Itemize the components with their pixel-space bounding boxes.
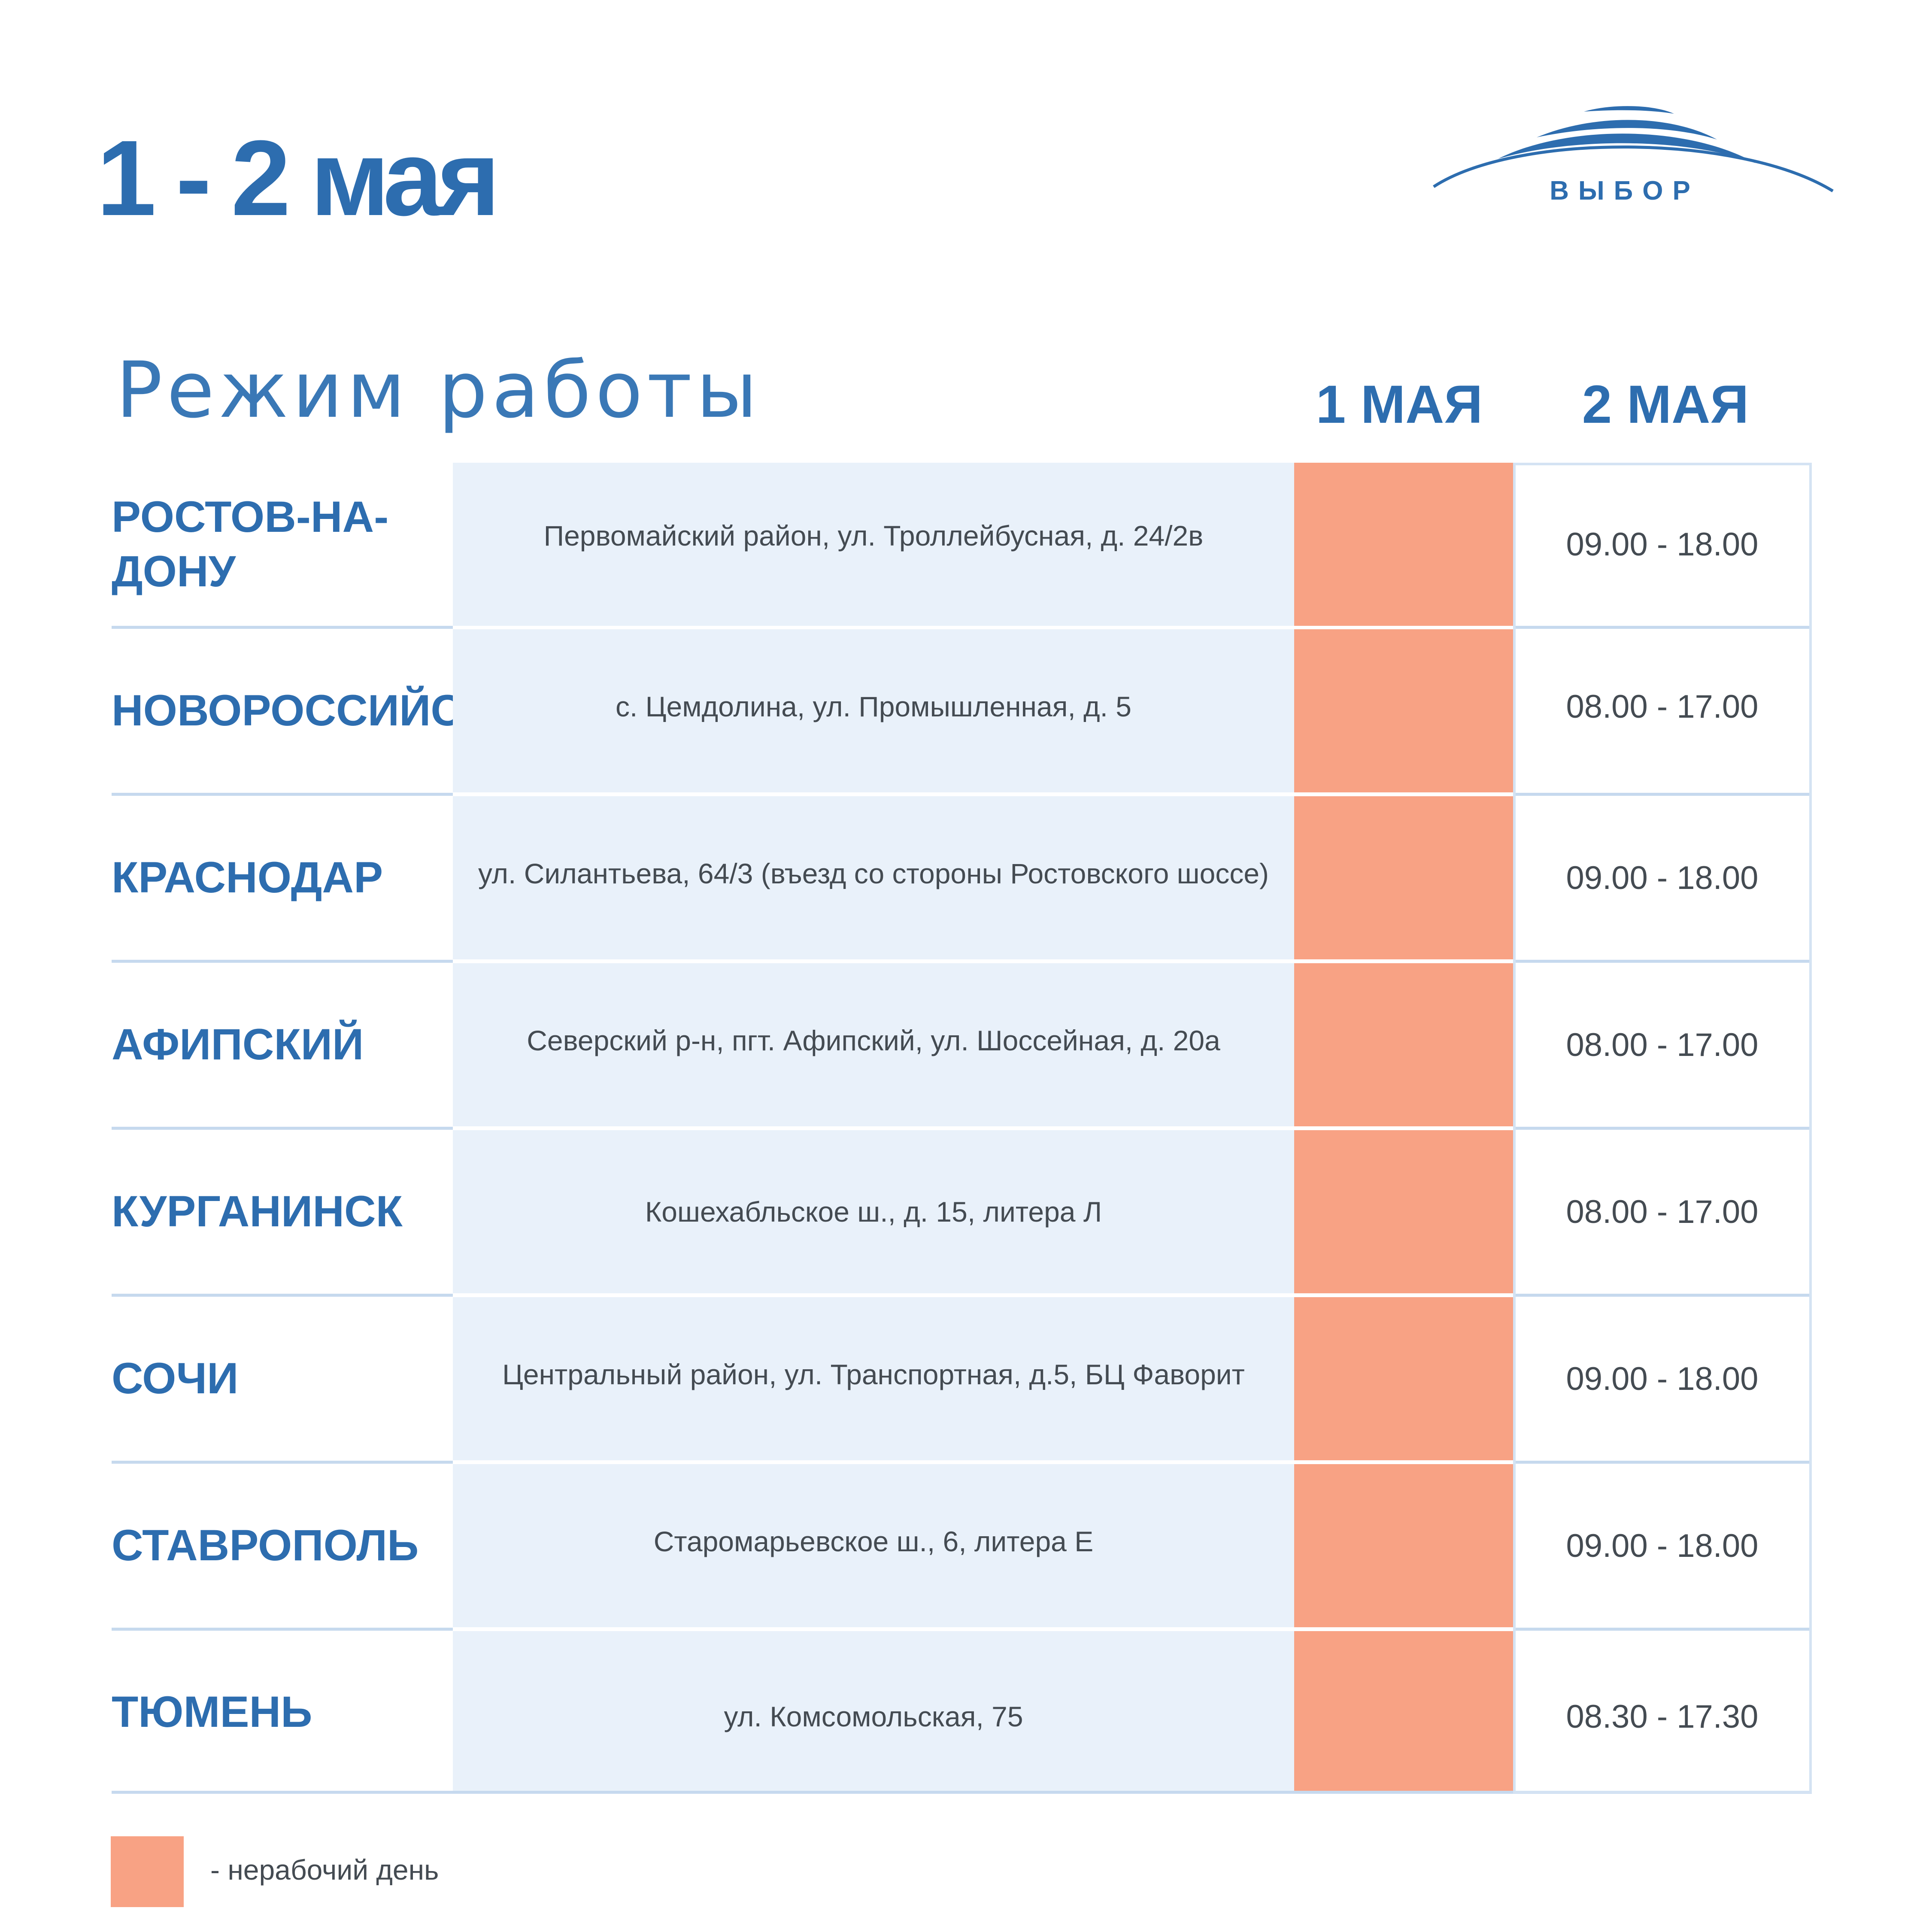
address-text: ул. Комсомольская, 75 [724, 1701, 1023, 1732]
row-divider [1513, 1294, 1812, 1297]
row-divider [1513, 626, 1812, 629]
row-divider [453, 626, 1513, 629]
hours-text: 08.00 - 17.00 [1566, 1026, 1759, 1063]
address-text: Первомайский район, ул. Троллейбусная, д… [543, 520, 1204, 552]
hours-text: 08.00 - 17.00 [1566, 1193, 1759, 1230]
row-divider [1513, 960, 1812, 963]
non-working-day-cell [1294, 1631, 1513, 1793]
column-header-day2: 2 МАЯ [1582, 375, 1749, 434]
non-working-day-cell [1294, 463, 1513, 626]
address-text: Кошехабльское ш., д. 15, литера Л [645, 1196, 1102, 1228]
row-divider [112, 626, 453, 629]
hours-text: 09.00 - 18.00 [1566, 1360, 1759, 1397]
non-working-day-cell [1294, 963, 1513, 1126]
address-text: Северский р-н, пгт. Афипский, ул. Шоссей… [527, 1025, 1220, 1056]
row-divider [112, 1294, 453, 1297]
row-divider [112, 1628, 453, 1631]
hours-text: 09.00 - 18.00 [1566, 859, 1759, 896]
address-text: Старомарьевское ш., 6, литера Е [653, 1526, 1094, 1557]
row-divider [112, 960, 453, 963]
address-cell: Кошехабльское ш., д. 15, литера Л [453, 1130, 1294, 1293]
row-divider [112, 793, 453, 796]
address-cell: Северский р-н, пгт. Афипский, ул. Шоссей… [453, 963, 1294, 1126]
non-working-day-cell [1294, 1297, 1513, 1460]
hours-cell: 08.00 - 17.00 [1513, 1130, 1811, 1293]
address-cell: Центральный район, ул. Транспортная, д.5… [453, 1297, 1294, 1460]
row-divider [1513, 1127, 1812, 1130]
city-name: ТЮМЕНЬ [112, 1687, 312, 1737]
row-divider [1513, 793, 1812, 796]
city-name: СОЧИ [112, 1354, 239, 1403]
hours-cell: 08.30 - 17.30 [1513, 1631, 1811, 1793]
city-name: КУРГАНИНСК [112, 1187, 403, 1236]
legend-text: - нерабочий день [210, 1854, 439, 1886]
row-divider [453, 960, 1513, 963]
hours-cell: 08.00 - 17.00 [1513, 629, 1811, 792]
address-text: с. Цемдолина, ул. Промышленная, д. 5 [615, 691, 1132, 722]
legend-swatch [111, 1836, 184, 1907]
address-text: ул. Силантьева, 64/3 (въезд со стороны Р… [478, 858, 1269, 889]
row-divider [453, 793, 1513, 796]
address-cell: ул. Комсомольская, 75 [453, 1631, 1294, 1793]
address-cell: Первомайский район, ул. Троллейбусная, д… [453, 463, 1294, 626]
city-name: НОВОРОССИЙСК [112, 686, 489, 735]
row-divider [1513, 1628, 1812, 1631]
logo-text: ВЫБОР [1550, 176, 1700, 206]
page-title: 1 - 2 мая [97, 118, 500, 238]
hours-text: 08.00 - 17.00 [1566, 688, 1759, 725]
non-working-day-cell [1294, 1130, 1513, 1293]
address-cell: Старомарьевское ш., 6, литера Е [453, 1464, 1294, 1627]
hours-cell: 09.00 - 18.00 [1513, 1297, 1811, 1460]
row-divider [112, 1127, 453, 1130]
row-divider [453, 1127, 1513, 1130]
address-cell: ул. Силантьева, 64/3 (въезд со стороны Р… [453, 796, 1294, 959]
non-working-day-cell [1294, 629, 1513, 792]
hours-cell: 09.00 - 18.00 [1513, 796, 1811, 959]
schedule-subtitle: Режим работы [116, 346, 762, 435]
hours-text: 09.00 - 18.00 [1566, 1527, 1759, 1564]
non-working-day-cell [1294, 1464, 1513, 1627]
hours-text: 08.30 - 17.30 [1566, 1698, 1759, 1735]
city-name: СТАВРОПОЛЬ [112, 1521, 419, 1570]
hours-cell: 09.00 - 18.00 [1513, 1464, 1811, 1627]
hours-cell: 09.00 - 18.00 [1513, 463, 1811, 626]
row-divider [112, 1461, 453, 1464]
hours-text: 09.00 - 18.00 [1566, 526, 1759, 563]
row-divider [1513, 1461, 1812, 1464]
city-name: КРАСНОДАР [112, 853, 383, 902]
address-text: Центральный район, ул. Транспортная, д.5… [502, 1359, 1245, 1390]
city-name: РОСТОВ-НА-ДОНУ [112, 492, 389, 596]
column-header-day1: 1 МАЯ [1316, 375, 1483, 434]
company-logo: ВЫБОР [1433, 106, 1834, 206]
row-divider [453, 1628, 1513, 1631]
non-working-day-cell [1294, 796, 1513, 959]
hours-cell: 08.00 - 17.00 [1513, 963, 1811, 1126]
row-divider [453, 1294, 1513, 1297]
address-cell: с. Цемдолина, ул. Промышленная, д. 5 [453, 629, 1294, 792]
city-name: АФИПСКИЙ [112, 1020, 364, 1069]
row-divider [453, 1461, 1513, 1464]
table-bottom-border [112, 1791, 1812, 1794]
